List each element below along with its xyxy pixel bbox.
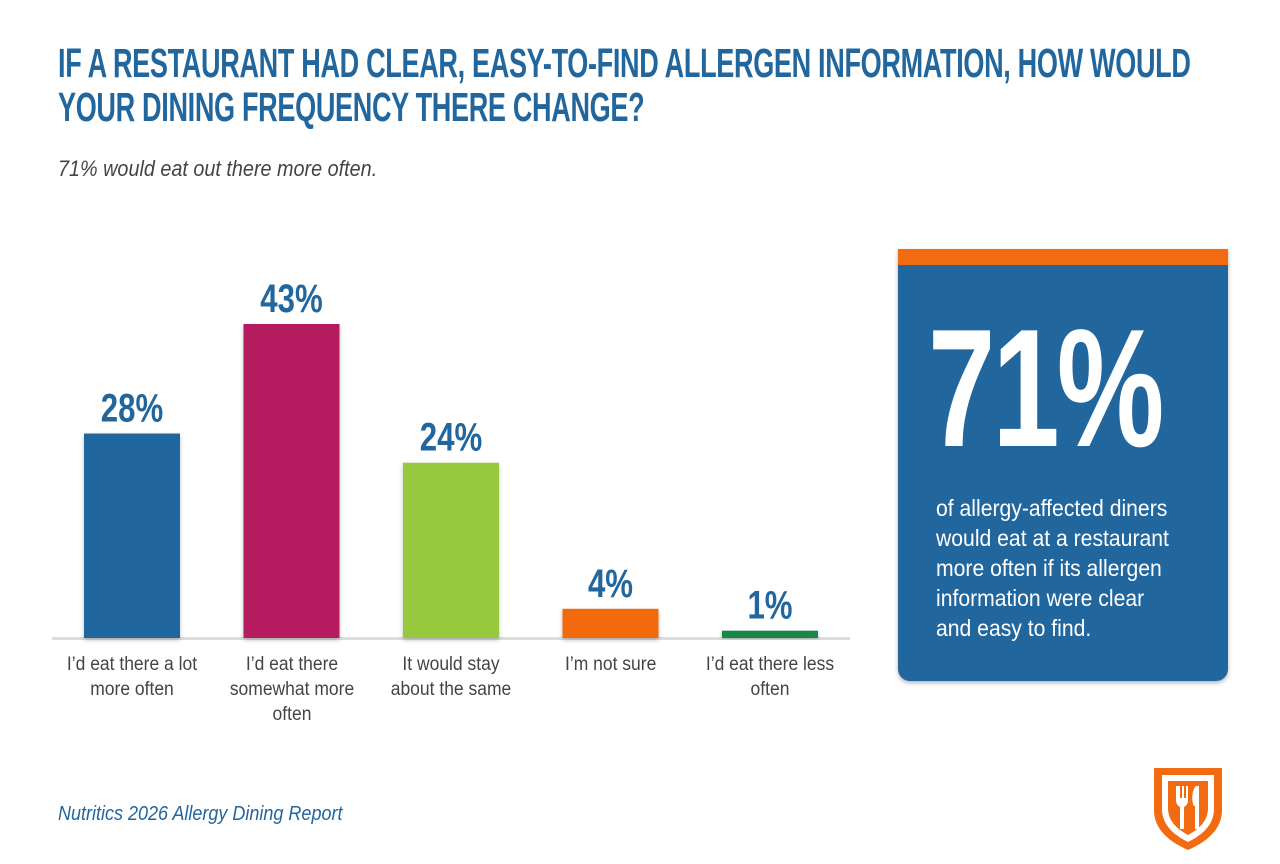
subtitle: 71% would eat out there more often. xyxy=(58,156,378,181)
callout-accent xyxy=(898,249,1228,265)
title: YOUR DINING FREQUENCY THERE CHANGE? xyxy=(58,84,645,130)
category-label: I’d eat there less often xyxy=(695,652,845,702)
callout-text: of allergy-affected diners would eat at … xyxy=(936,495,1169,641)
title: IF A RESTAURANT HAD CLEAR, EASY-TO-FIND … xyxy=(58,40,1191,86)
category-label: I’d eat there somewhat more often xyxy=(217,652,367,727)
callout-stat: 71% xyxy=(928,294,1164,482)
value-label: 24% xyxy=(420,415,482,460)
value-label: 28% xyxy=(101,386,163,431)
bar xyxy=(243,324,340,638)
category-text: It would stay about the same xyxy=(390,654,512,700)
bar xyxy=(562,608,659,638)
value-label: 1% xyxy=(747,583,792,628)
value-label: 4% xyxy=(588,561,633,606)
callout: 71% of allergy-affected diners would eat… xyxy=(898,249,1228,681)
bar xyxy=(722,630,818,638)
value-label: 43% xyxy=(260,276,322,321)
bar xyxy=(84,433,180,638)
category-label: I’d eat there a lot more often xyxy=(57,652,207,702)
category-text: I’m not sure xyxy=(564,654,657,675)
chart: 28% 43% 24% 4% 1% xyxy=(52,276,850,640)
logo xyxy=(1154,768,1222,850)
category-text: I’d eat there somewhat more often xyxy=(229,654,354,725)
bar xyxy=(403,462,499,638)
category-text: I’d eat there less often xyxy=(705,654,835,700)
category-label: It would stay about the same xyxy=(376,652,526,702)
source: Nutritics 2026 Allergy Dining Report xyxy=(58,803,343,825)
baseline xyxy=(52,637,850,640)
category-text: I’d eat there a lot more often xyxy=(66,654,198,700)
category-label: I’m not sure xyxy=(536,652,686,677)
